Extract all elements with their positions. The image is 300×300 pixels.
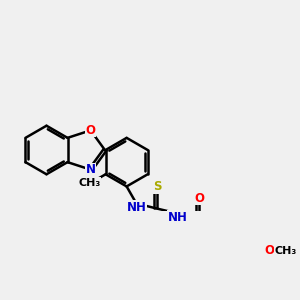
Text: S: S: [154, 180, 162, 193]
Text: CH₃: CH₃: [274, 246, 296, 256]
Text: CH₃: CH₃: [79, 178, 101, 188]
Text: NH: NH: [126, 201, 146, 214]
Text: O: O: [265, 244, 275, 257]
Text: NH: NH: [168, 211, 188, 224]
Text: N: N: [85, 163, 96, 176]
Text: O: O: [194, 192, 204, 205]
Text: O: O: [85, 124, 96, 137]
